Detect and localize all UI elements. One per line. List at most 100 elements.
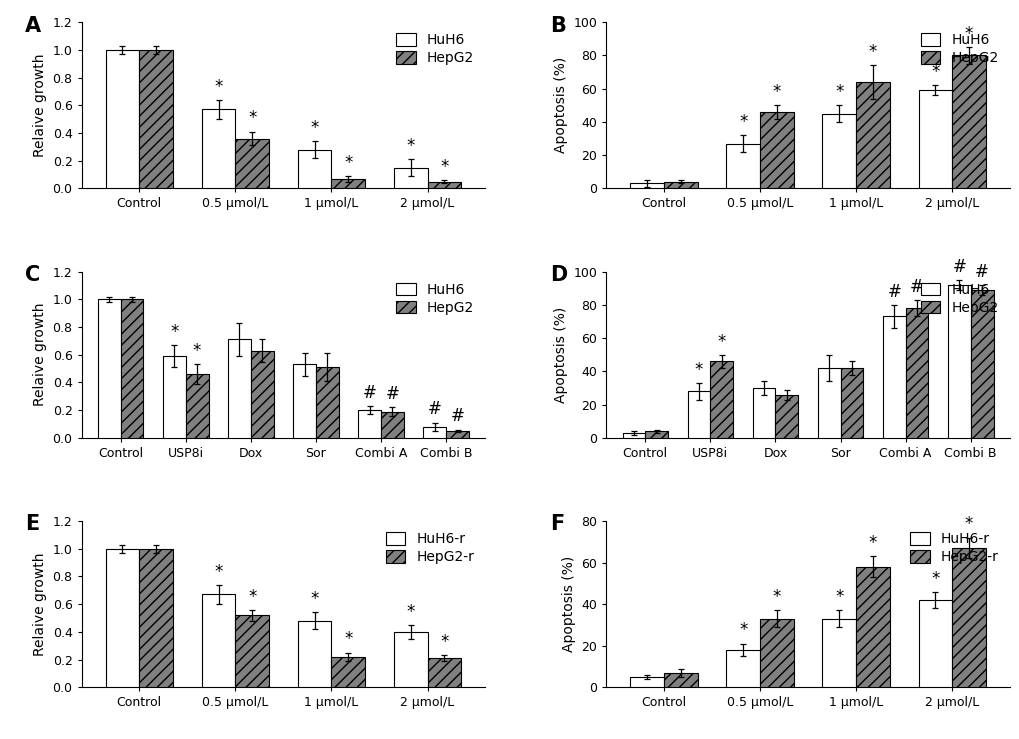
Bar <box>163 356 185 437</box>
Bar <box>709 361 733 437</box>
Text: *: * <box>835 588 843 606</box>
Legend: HuH6, HepG2: HuH6, HepG2 <box>916 279 1002 319</box>
Text: *: * <box>170 323 178 341</box>
Bar <box>423 427 445 437</box>
Bar <box>298 621 331 687</box>
Bar <box>645 431 667 437</box>
Bar <box>759 112 793 188</box>
Bar <box>140 50 172 188</box>
Bar <box>630 183 663 188</box>
Bar <box>202 109 235 188</box>
Text: *: * <box>248 109 256 128</box>
Bar <box>251 350 273 437</box>
Text: *: * <box>343 630 353 649</box>
Bar <box>840 368 862 437</box>
Legend: HuH6-r, HepG2-r: HuH6-r, HepG2-r <box>381 528 478 568</box>
Bar <box>228 339 251 437</box>
Bar <box>918 90 951 188</box>
Text: *: * <box>343 154 353 171</box>
Text: A: A <box>25 16 41 35</box>
Text: *: * <box>694 361 702 379</box>
Text: #: # <box>887 283 901 301</box>
Text: *: * <box>771 84 781 101</box>
Bar <box>427 182 461 188</box>
Bar <box>331 179 365 188</box>
Text: *: * <box>868 44 876 61</box>
Bar <box>445 431 469 437</box>
Text: *: * <box>738 113 747 131</box>
Bar <box>905 308 927 437</box>
Bar <box>947 285 970 437</box>
Bar <box>120 299 144 437</box>
Bar <box>855 82 889 188</box>
Y-axis label: Relaive growth: Relaive growth <box>33 552 47 656</box>
Bar <box>882 316 905 437</box>
Bar <box>687 392 709 437</box>
Bar <box>381 412 404 437</box>
Text: *: * <box>930 64 938 81</box>
Y-axis label: Apoptosis (%): Apoptosis (%) <box>553 57 568 154</box>
Text: E: E <box>25 514 40 534</box>
Bar <box>821 619 855 687</box>
Text: *: * <box>440 633 448 651</box>
Text: B: B <box>549 16 566 35</box>
Text: *: * <box>214 562 222 581</box>
Bar <box>106 50 140 188</box>
Text: #: # <box>952 258 965 276</box>
Bar <box>202 594 235 687</box>
Bar <box>235 138 269 188</box>
Text: #: # <box>974 263 988 281</box>
Text: *: * <box>964 25 972 43</box>
Bar <box>918 600 951 687</box>
Bar <box>292 364 316 437</box>
Bar <box>316 367 338 437</box>
Text: *: * <box>738 621 747 639</box>
Bar <box>98 299 120 437</box>
Bar <box>630 677 663 687</box>
Bar <box>235 615 269 687</box>
Bar <box>821 114 855 188</box>
Y-axis label: Relaive growth: Relaive growth <box>33 303 47 406</box>
Bar <box>759 619 793 687</box>
Y-axis label: Apoptosis (%): Apoptosis (%) <box>561 556 575 653</box>
Bar <box>106 548 140 687</box>
Bar <box>951 548 984 687</box>
Bar <box>817 368 840 437</box>
Bar <box>358 410 381 437</box>
Text: #: # <box>450 407 464 426</box>
Bar <box>140 548 172 687</box>
Text: C: C <box>25 265 41 285</box>
Text: #: # <box>427 401 441 418</box>
Legend: HuH6, HepG2: HuH6, HepG2 <box>391 279 478 319</box>
Text: #: # <box>385 385 399 403</box>
Text: *: * <box>193 342 201 360</box>
Text: *: * <box>771 588 781 606</box>
Bar <box>298 149 331 188</box>
Bar <box>427 658 461 687</box>
Legend: HuH6, HepG2: HuH6, HepG2 <box>916 29 1002 69</box>
Bar <box>663 182 697 188</box>
Y-axis label: Apoptosis (%): Apoptosis (%) <box>553 307 568 403</box>
Legend: HuH6-r, HepG2-r: HuH6-r, HepG2-r <box>905 528 1002 568</box>
Text: *: * <box>310 119 319 137</box>
Text: #: # <box>909 278 923 296</box>
Text: *: * <box>964 516 972 534</box>
Text: #: # <box>363 384 376 402</box>
Bar <box>726 650 759 687</box>
Bar <box>855 567 889 687</box>
Text: *: * <box>214 78 222 95</box>
Y-axis label: Relaive growth: Relaive growth <box>33 53 47 157</box>
Bar <box>393 632 427 687</box>
Text: *: * <box>835 84 843 101</box>
Bar <box>970 290 993 437</box>
Text: *: * <box>440 158 448 176</box>
Text: *: * <box>930 570 938 588</box>
Text: F: F <box>549 514 564 534</box>
Bar <box>393 168 427 188</box>
Bar <box>752 388 774 437</box>
Text: *: * <box>868 534 876 552</box>
Bar <box>185 374 208 437</box>
Text: *: * <box>407 137 415 155</box>
Text: *: * <box>717 333 726 350</box>
Text: *: * <box>310 590 319 608</box>
